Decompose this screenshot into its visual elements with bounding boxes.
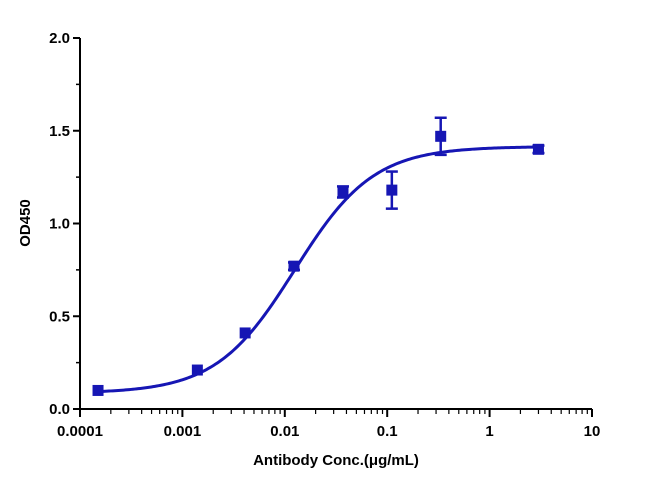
x-tick-label: 0.001 <box>164 423 202 440</box>
x-tick-label: 0.1 <box>377 423 398 440</box>
y-tick-label: 0.0 <box>49 401 70 418</box>
x-tick-label: 0.01 <box>270 423 299 440</box>
data-point <box>336 185 349 199</box>
square-marker <box>386 184 398 196</box>
data-point <box>191 364 203 376</box>
data-point <box>385 170 398 210</box>
x-tick-label: 1 <box>485 423 493 440</box>
y-tick-label: 1.0 <box>49 216 70 233</box>
y-tick-label: 2.0 <box>49 30 70 47</box>
square-marker <box>288 260 300 272</box>
data-points-layer <box>92 116 545 396</box>
data-point <box>92 384 104 396</box>
square-marker <box>532 143 544 155</box>
y-axis-title: OD450 <box>17 199 34 247</box>
y-tick-label: 0.5 <box>49 308 70 325</box>
fit-curve <box>97 145 539 394</box>
data-point <box>434 116 447 157</box>
square-marker <box>239 327 251 339</box>
y-tick-label: 1.5 <box>49 123 70 140</box>
square-marker <box>435 130 447 142</box>
fit-curve-layer <box>97 145 539 394</box>
data-point <box>532 143 545 155</box>
square-marker <box>337 186 349 198</box>
square-marker <box>92 384 104 396</box>
square-marker <box>191 364 203 376</box>
x-axis-title: Antibody Conc.(μg/mL) <box>253 452 419 469</box>
x-tick-label: 0.0001 <box>57 423 103 440</box>
x-tick-label: 10 <box>584 423 601 440</box>
axes-layer: 0.0 0.5 1.0 1.5 2.0 0.0001 0.001 0.01 0.1 1 10 <box>49 30 600 440</box>
data-point <box>288 260 301 272</box>
data-point <box>239 327 251 339</box>
